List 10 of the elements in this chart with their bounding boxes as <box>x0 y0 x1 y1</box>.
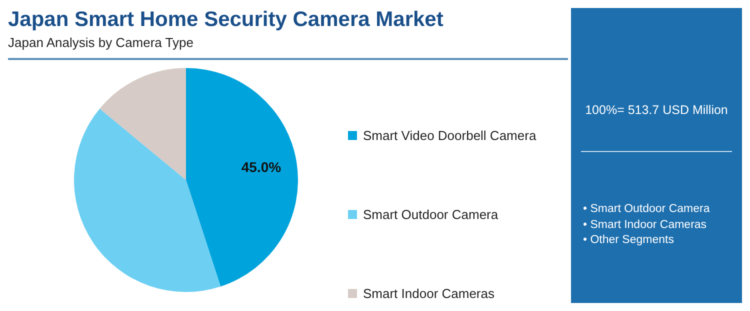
text: 100%= 513.7 USD Million <box>584 103 729 117</box>
data-label: 45.0% <box>241 158 282 175</box>
chart-title: Japan Smart Home Security Camera Market <box>8 8 444 32</box>
legend-label: Smart Outdoor Camera <box>363 207 498 222</box>
legend-label: Smart Indoor Cameras <box>363 286 494 301</box>
legend-label: Smart Video Doorbell Camera <box>363 128 536 143</box>
text: • Smart Outdoor Camera <box>583 202 710 217</box>
text: • Smart Indoor Cameras <box>583 218 708 232</box>
text: • Other Segments <box>583 233 675 248</box>
chart-subtitle: Japan Analysis by Camera Type <box>8 35 194 50</box>
